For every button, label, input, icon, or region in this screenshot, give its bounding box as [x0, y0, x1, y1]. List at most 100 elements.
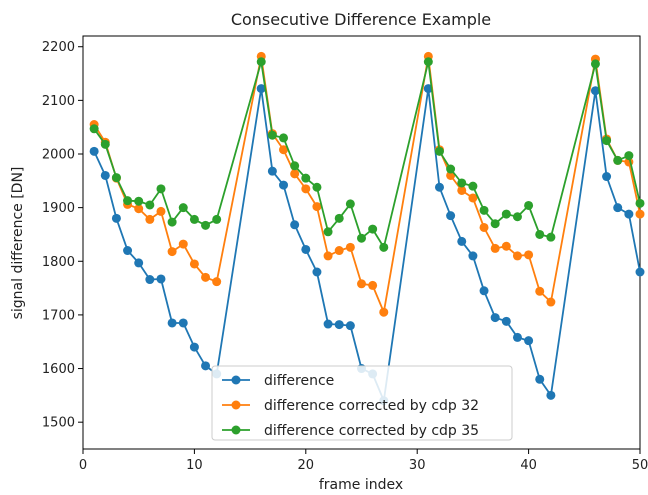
data-point	[524, 250, 534, 260]
data-point	[145, 214, 155, 224]
data-point	[279, 145, 289, 155]
data-point	[490, 313, 500, 323]
data-point	[167, 318, 177, 328]
data-point	[546, 297, 556, 307]
plot-frame	[82, 35, 641, 450]
x-tick-label: 30	[409, 458, 426, 473]
data-point	[457, 185, 467, 195]
data-point	[602, 172, 612, 182]
data-point	[546, 390, 556, 400]
data-point	[279, 133, 289, 143]
data-point	[301, 244, 311, 254]
legend-item: difference corrected by cdp 35	[222, 423, 479, 439]
data-point	[379, 307, 389, 317]
data-point	[613, 155, 623, 165]
data-point	[100, 170, 110, 180]
data-point	[145, 275, 155, 285]
legend: difference difference corrected by cdp 32…	[211, 365, 513, 441]
data-point	[134, 196, 144, 206]
data-point	[201, 220, 211, 230]
data-point	[279, 180, 289, 190]
data-point	[624, 209, 634, 219]
data-point	[334, 320, 344, 330]
data-point	[345, 321, 355, 331]
data-point	[290, 169, 300, 179]
data-point	[156, 206, 166, 216]
series-line	[93, 60, 641, 249]
data-point	[490, 243, 500, 253]
x-tick-label: 50	[632, 458, 648, 473]
x-tick-label: 0	[79, 458, 87, 473]
data-point	[446, 211, 456, 221]
data-point	[89, 146, 99, 156]
plot-area	[82, 35, 641, 450]
data-point	[368, 280, 378, 290]
x-tick-label: 10	[186, 458, 203, 473]
data-point	[590, 86, 600, 96]
data-point	[479, 205, 489, 215]
legend-marker	[231, 375, 241, 385]
data-point	[457, 236, 467, 246]
y-tick-label: 2200	[42, 40, 75, 55]
data-point	[189, 342, 199, 352]
data-point	[167, 247, 177, 257]
data-point	[479, 286, 489, 296]
y-tick-label: 1800	[42, 255, 75, 270]
series-line	[93, 87, 641, 402]
legend-label: difference	[264, 373, 334, 389]
data-point	[178, 239, 188, 249]
data-point	[334, 246, 344, 256]
legend-label: difference corrected by cdp 32	[264, 398, 479, 414]
data-point	[201, 361, 211, 371]
data-point	[546, 232, 556, 242]
data-point	[468, 181, 478, 191]
x-axis: 0 10 20 30 40 50	[79, 449, 648, 473]
data-point	[212, 214, 222, 224]
data-point	[267, 166, 277, 176]
data-point	[345, 199, 355, 209]
data-point	[613, 203, 623, 213]
data-point	[635, 209, 645, 219]
data-point	[602, 136, 612, 146]
data-point	[512, 251, 522, 261]
data-point	[89, 124, 99, 134]
data-point	[535, 374, 545, 384]
y-tick-label: 1600	[42, 362, 75, 377]
legend-marker	[231, 400, 241, 410]
data-point	[457, 178, 467, 188]
data-point	[312, 202, 322, 212]
data-point	[189, 214, 199, 224]
data-point	[267, 130, 277, 140]
data-point	[156, 184, 166, 194]
y-axis: 1500 1600 1700 1800 1900 2000 2100 2200	[42, 40, 83, 431]
series-layer	[89, 51, 645, 406]
data-point	[379, 242, 389, 252]
data-point	[312, 267, 322, 277]
data-point	[357, 279, 366, 289]
data-point	[468, 193, 478, 203]
data-point	[201, 272, 211, 282]
data-point	[479, 222, 489, 232]
data-point	[590, 59, 600, 69]
data-point	[512, 332, 522, 342]
data-point	[312, 182, 322, 192]
data-point	[156, 274, 166, 284]
data-point	[334, 213, 344, 223]
data-point	[178, 203, 188, 213]
y-tick-label: 1500	[42, 416, 75, 431]
data-point	[468, 251, 478, 261]
legend-box	[211, 365, 513, 441]
y-tick-label: 2100	[42, 94, 75, 109]
legend-item: difference	[222, 373, 334, 389]
data-point	[123, 196, 133, 206]
data-point	[501, 241, 511, 251]
data-point	[434, 182, 444, 192]
data-point	[624, 151, 634, 161]
data-point	[301, 173, 311, 183]
y-tick-label: 2000	[42, 148, 75, 163]
data-point	[357, 233, 366, 243]
series-3	[89, 57, 645, 252]
data-point	[100, 139, 110, 149]
data-point	[256, 57, 266, 67]
y-tick-label: 1700	[42, 308, 75, 323]
